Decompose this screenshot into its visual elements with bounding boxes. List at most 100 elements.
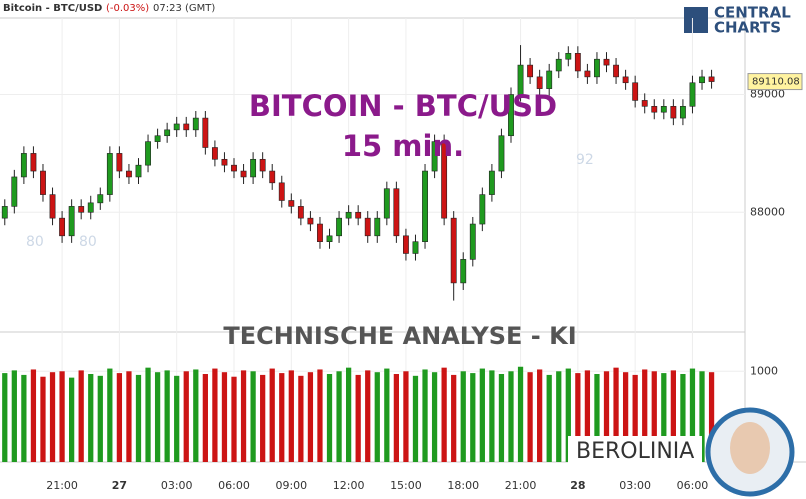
candle-body	[431, 141, 438, 172]
volume-bar	[460, 371, 466, 462]
candle-body	[355, 211, 362, 219]
candle-body	[450, 217, 457, 284]
volume-bar	[193, 369, 199, 462]
candle-body	[269, 170, 276, 184]
volume-bar	[336, 371, 342, 462]
logo-icon	[684, 7, 708, 33]
volume-bar	[479, 368, 485, 462]
background-label: 80	[26, 234, 44, 250]
x-tick-label: 15:00	[390, 479, 422, 492]
candle-body	[594, 58, 600, 78]
watermark-text: TECHNISCHE ANALYSE - KI	[223, 322, 576, 350]
volume-bar	[221, 372, 228, 462]
x-tick-label: 27	[112, 479, 127, 492]
candle-body	[11, 176, 18, 207]
volume-bar	[594, 374, 600, 462]
volume-bar	[345, 367, 352, 462]
candle-body	[164, 129, 171, 137]
volume-bar	[107, 368, 113, 462]
candle-body	[307, 217, 314, 225]
logo-text: CENTRAL	[714, 4, 791, 22]
x-tick-label: 21:00	[46, 479, 78, 492]
candle-body	[221, 158, 228, 166]
volume-bar	[145, 367, 151, 462]
candle-body	[173, 123, 180, 131]
candle-body	[393, 188, 400, 237]
candle-body	[106, 153, 113, 195]
volume-bar	[11, 370, 17, 462]
candle-body	[699, 76, 705, 84]
candle-body	[1, 206, 8, 219]
candle-body	[87, 202, 94, 213]
candle-body	[250, 158, 257, 178]
x-tick-label: 06:00	[218, 479, 250, 492]
volume-bar	[2, 373, 8, 462]
volume-bar	[412, 375, 419, 462]
volume-bar	[88, 374, 94, 462]
volume-bar	[489, 370, 495, 462]
x-tick-label: 21:00	[505, 479, 537, 492]
avatar-face	[730, 422, 770, 474]
y-tick-label: 89000	[750, 88, 785, 101]
volume-bar	[622, 372, 629, 462]
background-label: 80	[79, 234, 97, 250]
volume-bar	[651, 371, 657, 462]
candle-body	[679, 106, 686, 119]
y-tick-label: 1000	[750, 364, 778, 377]
volume-bar	[78, 370, 84, 462]
candle-body	[403, 235, 409, 254]
candle-body	[192, 117, 199, 131]
volume-bar	[231, 376, 237, 462]
volume-bar	[21, 374, 27, 462]
volume-bar	[613, 367, 619, 462]
candle-body	[202, 117, 209, 148]
volume-bar	[498, 374, 505, 462]
volume-bar	[708, 372, 715, 462]
volume-bar	[326, 374, 333, 462]
background-label: 92	[576, 152, 594, 168]
candle-body	[422, 170, 428, 242]
marks: 21:00 27 03:00 06:00 09:00 12:00 15:00 18:00 21:…	[0, 18, 803, 492]
candle-body	[632, 82, 639, 101]
candle-body	[670, 106, 677, 119]
candle-body	[326, 235, 333, 242]
volume-bar	[135, 374, 142, 462]
volume-bar	[97, 375, 103, 462]
volume-bar	[30, 369, 37, 462]
candle-body	[479, 194, 486, 225]
brand-text: BEROLINIA	[576, 439, 694, 464]
candle-body	[231, 164, 237, 172]
volume-bar	[288, 370, 294, 462]
candle-body	[345, 211, 352, 219]
volume-bar	[527, 372, 533, 462]
volume-bar	[431, 372, 438, 462]
candle-body	[603, 58, 610, 66]
candle-body	[317, 223, 323, 242]
candle-body	[613, 64, 619, 78]
volume-bar	[355, 374, 361, 462]
volume-bar	[680, 374, 686, 462]
volume-bar	[174, 375, 180, 462]
candle-body	[441, 141, 448, 219]
x-tick-label: 18:00	[447, 479, 479, 492]
volume-bar	[374, 372, 380, 462]
candle-body	[660, 106, 667, 113]
volume-bar	[212, 368, 218, 462]
volume-bar	[546, 374, 552, 462]
volume-bar	[537, 369, 543, 462]
last-price-box	[747, 73, 803, 91]
candle-body	[68, 206, 75, 237]
candle-body	[708, 76, 715, 82]
candle-body	[383, 188, 390, 219]
watermark-title: BITCOIN - BTC/USD	[249, 89, 557, 123]
candle-body	[145, 141, 151, 166]
candle-body	[278, 182, 285, 201]
volume-bar	[116, 373, 123, 462]
candle-body	[498, 135, 505, 172]
candle-body	[211, 147, 218, 160]
volume-bar	[508, 371, 514, 462]
candle-body	[536, 76, 543, 89]
candle-body	[183, 123, 190, 131]
candle-body	[641, 100, 648, 107]
volume-bar	[49, 372, 56, 462]
